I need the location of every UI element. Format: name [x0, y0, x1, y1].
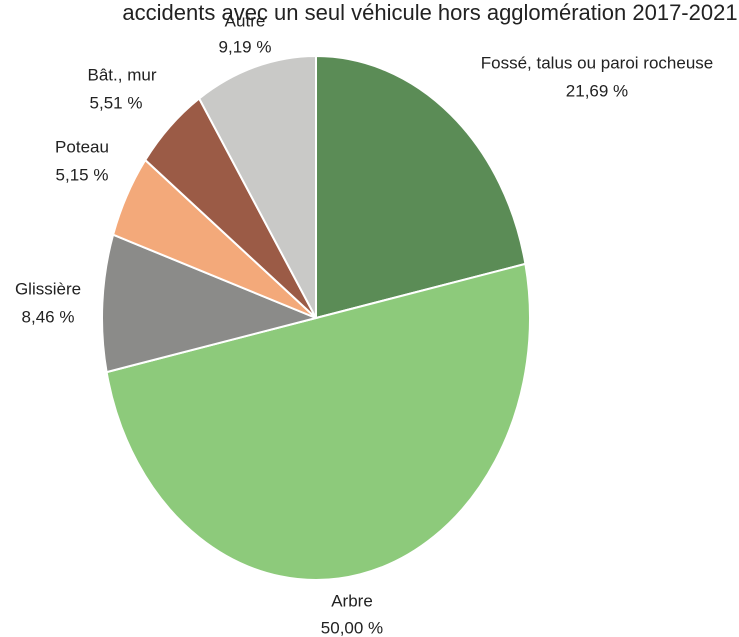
slice-value-label: 5,51 % — [90, 93, 143, 112]
slice-value-label: 50,00 % — [321, 618, 383, 637]
pie-slice — [105, 262, 531, 581]
slice-value-label: 8,46 % — [22, 307, 75, 326]
slice-label: Fossé, talus ou paroi rocheuse — [481, 53, 713, 72]
pie-slice — [315, 54, 527, 320]
slice-label: Arbre — [331, 591, 373, 610]
slice-value-label: 21,69 % — [566, 81, 628, 100]
slice-label: Glissière — [15, 279, 81, 298]
slice-value-label: 5,15 % — [56, 165, 109, 184]
pie-slice — [101, 233, 320, 374]
pie-slice — [197, 54, 317, 319]
slice-value-label: 9,19 % — [219, 37, 272, 56]
slice-label: Poteau — [55, 137, 109, 156]
chart-title: accidents avec un seul véhicule hors agg… — [122, 0, 737, 25]
slice-label: Bât., mur — [88, 65, 157, 84]
slice-label: Autre — [225, 11, 266, 30]
